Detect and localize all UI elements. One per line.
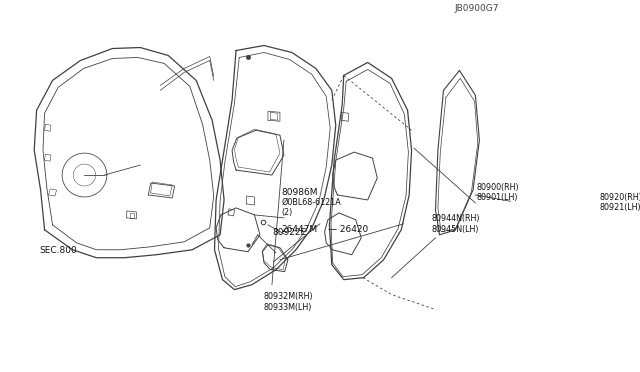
Text: 80922E: 80922E	[272, 228, 306, 237]
Text: Ø0BL68-6121A
(2): Ø0BL68-6121A (2)	[282, 198, 341, 217]
Text: 80944N(RH)
80945N(LH): 80944N(RH) 80945N(LH)	[431, 214, 480, 234]
Text: 80932M(RH)
80933M(LH): 80932M(RH) 80933M(LH)	[264, 292, 314, 311]
Text: 80920(RH)
80921(LH): 80920(RH) 80921(LH)	[599, 193, 640, 212]
Text: — 26420: — 26420	[328, 225, 368, 234]
Text: JB0900G7: JB0900G7	[455, 4, 499, 13]
Text: 80986M: 80986M	[282, 188, 318, 197]
Text: SEC.800: SEC.800	[39, 246, 77, 255]
Text: 26447M: 26447M	[282, 225, 317, 234]
Text: 80900(RH)
80901(LH): 80900(RH) 80901(LH)	[477, 183, 520, 202]
